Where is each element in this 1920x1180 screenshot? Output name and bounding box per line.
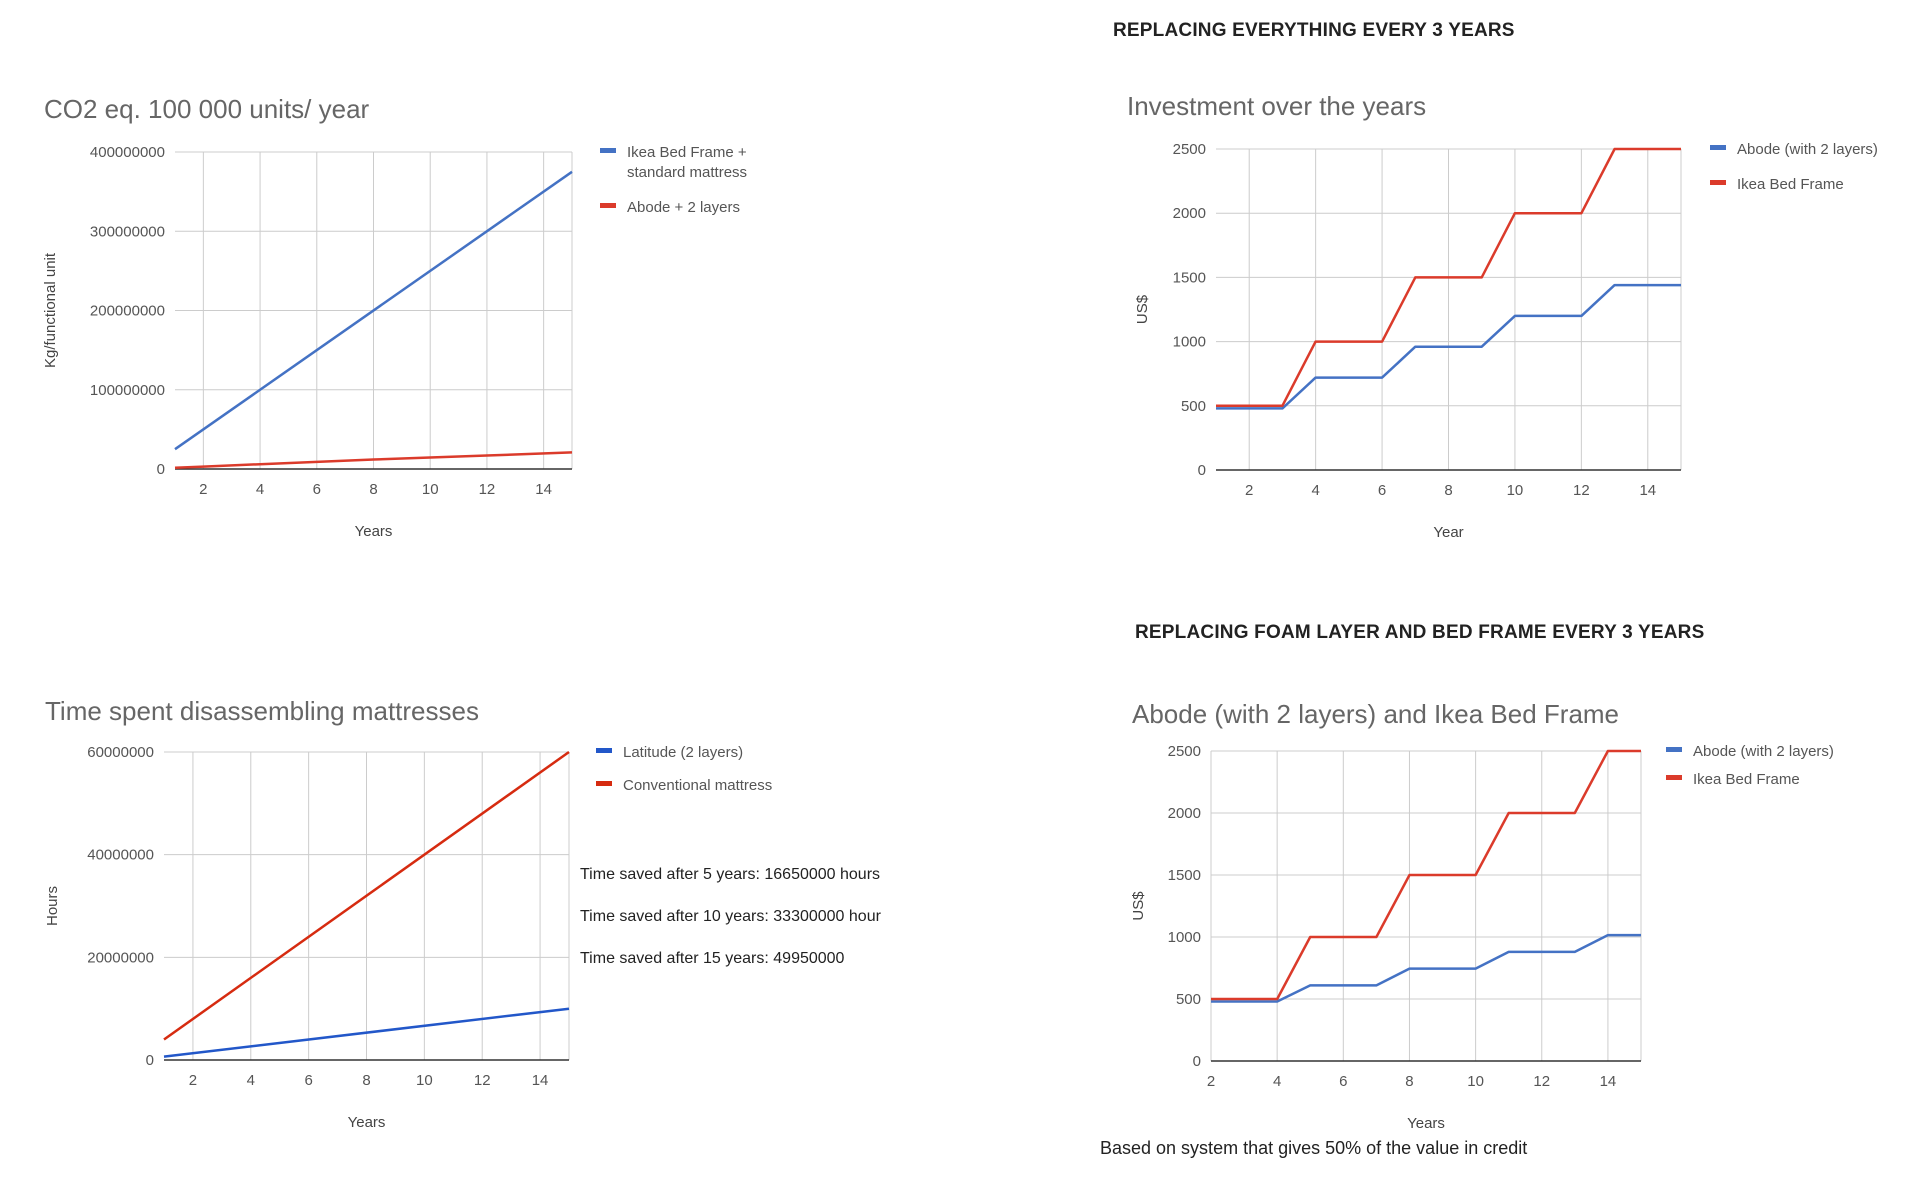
chart-invest2-y-tick-label: 1000 (1168, 929, 1201, 946)
chart-invest1-x-tick-label: 6 (1378, 482, 1386, 499)
chart-co2-y-axis-title: Kg/functional unit (42, 252, 59, 368)
chart-invest2-y-tick-label: 2000 (1168, 805, 1201, 822)
chart-co2-x-tick-label: 12 (479, 481, 496, 498)
chart-time-legend-swatch-1 (596, 781, 612, 786)
chart-co2-x-tick-label: 2 (199, 481, 207, 498)
chart-co2-x-tick-label: 10 (422, 481, 439, 498)
chart-invest1-x-tick-label: 4 (1311, 482, 1319, 499)
chart-invest1-legend-label-1: Ikea Bed Frame (1737, 176, 1844, 193)
chart-time-y-tick-label: 60000000 (87, 744, 154, 761)
chart-invest1-x-tick-label: 14 (1639, 482, 1656, 499)
chart-invest2-x-tick-label: 8 (1405, 1073, 1413, 1090)
chart-invest1-x-tick-label: 8 (1444, 482, 1452, 499)
chart-invest1-x-tick-label: 10 (1507, 482, 1524, 499)
chart-time-x-tick-label: 2 (189, 1072, 197, 1089)
chart-invest1-x-tick-label: 12 (1573, 482, 1590, 499)
chart-invest2-x-tick-label: 12 (1533, 1073, 1550, 1090)
chart-invest2-legend-swatch-1 (1666, 775, 1682, 780)
chart-invest2-x-tick-label: 6 (1339, 1073, 1347, 1090)
chart-time-x-tick-label: 14 (532, 1072, 549, 1089)
chart-co2-legend-label-0: standard mattress (627, 164, 747, 181)
chart-time-x-tick-label: 4 (247, 1072, 255, 1089)
chart-invest2-y-tick-label: 500 (1176, 991, 1201, 1008)
chart-co2-x-tick-label: 4 (256, 481, 264, 498)
chart-time-y-tick-label: 20000000 (87, 949, 154, 966)
chart-time-legend-label-1: Conventional mattress (623, 777, 772, 794)
chart-time-annotation-0: Time saved after 5 years: 16650000 hours (580, 866, 880, 883)
chart-co2-y-tick-label: 200000000 (90, 303, 165, 320)
chart-invest1-legend-swatch-0 (1710, 145, 1726, 150)
chart-invest1-y-axis-title: US$ (1134, 294, 1151, 324)
chart-invest2-x-tick-label: 10 (1467, 1073, 1484, 1090)
chart-time-annotation-2: Time saved after 15 years: 49950000 (580, 950, 845, 967)
chart-invest1-legend-label-0: Abode (with 2 layers) (1737, 141, 1878, 158)
chart-invest1-series-line-1 (1216, 147, 1681, 408)
chart-time-x-axis-title: Years (348, 1114, 386, 1131)
chart-invest1-y-tick-label: 500 (1181, 398, 1206, 415)
chart-co2-x-tick-label: 6 (313, 481, 321, 498)
chart-co2-series-line-0 (174, 170, 573, 451)
chart-co2-x-axis-title: Years (355, 523, 393, 540)
chart-co2-legend-swatch-0 (600, 148, 616, 153)
chart-invest1-legend-swatch-1 (1710, 180, 1726, 185)
chart-invest2-y-tick-label: 2500 (1168, 743, 1201, 760)
chart-invest1-y-tick-label: 2500 (1173, 141, 1206, 158)
chart-invest2-x-axis-title: Years (1407, 1115, 1445, 1132)
heading-replacing-foam: REPLACING FOAM LAYER AND BED FRAME EVERY… (1135, 622, 1705, 643)
chart-invest1-x-axis-title: Year (1433, 524, 1463, 541)
chart-co2-legend-label-0: Ikea Bed Frame + (627, 144, 747, 161)
chart-co2-series-line-1 (174, 451, 573, 470)
chart-co2-y-tick-label: 100000000 (90, 382, 165, 399)
chart-time-annotation-1: Time saved after 10 years: 33300000 hour (580, 908, 882, 925)
chart-invest2-x-tick-label: 4 (1273, 1073, 1281, 1090)
chart-co2-legend-swatch-1 (600, 203, 616, 208)
chart-time-x-tick-label: 6 (304, 1072, 312, 1089)
chart-invest1-y-tick-label: 1000 (1173, 334, 1206, 351)
chart-invest1-y-tick-label: 2000 (1173, 205, 1206, 222)
chart-time-x-tick-label: 8 (362, 1072, 370, 1089)
chart-invest2-y-axis-title: US$ (1130, 891, 1147, 921)
heading-replacing-everything: REPLACING EVERYTHING EVERY 3 YEARS (1113, 20, 1515, 41)
chart-invest1-y-tick-label: 0 (1198, 462, 1206, 479)
chart-time-y-tick-label: 40000000 (87, 847, 154, 864)
chart-invest2-series-line-0 (1211, 933, 1641, 1003)
chart-invest2-x-tick-label: 2 (1207, 1073, 1215, 1090)
chart-time-y-axis-title: Hours (44, 886, 61, 926)
chart-co2-y-tick-label: 400000000 (90, 144, 165, 161)
chart-co2-x-tick-label: 8 (369, 481, 377, 498)
chart-invest1-series-line-0 (1216, 283, 1681, 410)
chart-invest2-y-tick-label: 1500 (1168, 867, 1201, 884)
chart-time-x-tick-label: 10 (416, 1072, 433, 1089)
chart-invest2-x-tick-label: 14 (1600, 1073, 1617, 1090)
chart-co2-y-tick-label: 0 (157, 461, 165, 478)
chart-time-title: Time spent disassembling mattresses (45, 696, 479, 726)
chart-time-y-tick-label: 0 (146, 1052, 154, 1069)
chart-co2-x-tick-label: 14 (535, 481, 552, 498)
chart-invest1-x-tick-label: 2 (1245, 482, 1253, 499)
chart-co2-title: CO2 eq. 100 000 units/ year (44, 94, 370, 124)
chart-time-legend-swatch-0 (596, 748, 612, 753)
chart-invest2-title: Abode (with 2 layers) and Ikea Bed Frame (1132, 699, 1619, 729)
footnote: Based on system that gives 50% of the va… (1100, 1138, 1528, 1158)
chart-time-series-line-0 (163, 1007, 570, 1058)
chart-co2-y-tick-label: 300000000 (90, 223, 165, 240)
chart-invest2-y-tick-label: 0 (1193, 1053, 1201, 1070)
chart-invest1-y-tick-label: 1500 (1173, 269, 1206, 286)
chart-time-x-tick-label: 12 (474, 1072, 491, 1089)
chart-invest2-series-line-1 (1211, 749, 1641, 1001)
chart-time-series-line-1 (163, 750, 570, 1041)
chart-invest1-title: Investment over the years (1127, 91, 1426, 121)
chart-invest2-legend-swatch-0 (1666, 747, 1682, 752)
chart-co2-legend-label-1: Abode + 2 layers (627, 199, 740, 216)
chart-time-legend-label-0: Latitude (2 layers) (623, 744, 743, 761)
chart-invest2-legend-label-1: Ikea Bed Frame (1693, 771, 1800, 788)
chart-invest2-legend-label-0: Abode (with 2 layers) (1693, 743, 1834, 760)
